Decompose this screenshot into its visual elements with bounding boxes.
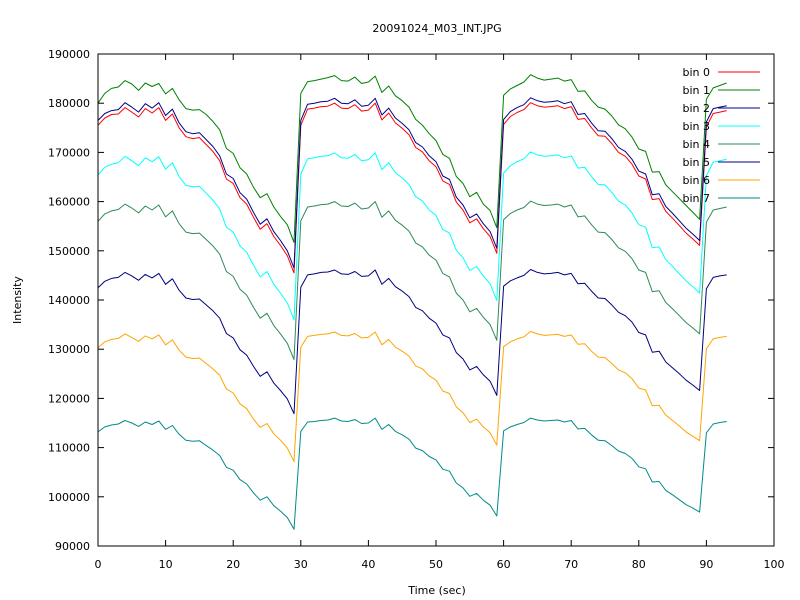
x-tick-label: 0 [95,558,102,571]
y-tick-label: 110000 [48,442,90,455]
legend-label-bin-6: bin 6 [682,174,710,187]
y-tick-label: 150000 [48,245,90,258]
x-tick-label: 80 [632,558,646,571]
series-layer [97,74,727,530]
series-line-bin-2 [97,97,727,269]
ticks-layer: 0 10 20 30 40 50 60 70 80 90 100 90000 100000 110000 1… [48,48,785,571]
series-line-bin-3 [97,151,727,321]
y-axis-label: Intensity [11,276,24,324]
y-tick-label: 100000 [48,491,90,504]
x-tick-label: 70 [564,558,578,571]
x-tick-label: 20 [226,558,240,571]
legend-label-bin-5: bin 5 [682,156,710,169]
legend-label-bin-3: bin 3 [682,120,710,133]
y-tick-label: 90000 [55,540,90,553]
series-line-bin-5 [97,269,727,415]
y-tick-label: 160000 [48,196,90,209]
legend-label-bin-0: bin 0 [682,66,710,79]
legend-label-bin-2: bin 2 [682,102,710,115]
y-tick-label: 190000 [48,48,90,61]
legend-label-bin-1: bin 1 [682,84,710,97]
series-line-bin-0 [97,102,727,274]
series-line-bin-7 [97,417,727,530]
x-tick-label: 10 [159,558,173,571]
legend: bin 0 bin 1 bin 2 bin 3 bin 4 bin 5 bin 6 bin 7 [682,66,760,205]
series-line-bin-4 [97,200,727,360]
y-tick-label: 180000 [48,97,90,110]
series-line-bin-6 [97,331,727,462]
x-tick-label: 50 [429,558,443,571]
x-tick-label: 60 [497,558,511,571]
series-line-bin-1 [97,74,727,243]
x-tick-label: 100 [764,558,785,571]
x-tick-label: 30 [294,558,308,571]
legend-label-bin-4: bin 4 [682,138,710,151]
y-tick-label: 170000 [48,146,90,159]
y-tick-label: 120000 [48,392,90,405]
y-tick-label: 130000 [48,343,90,356]
plot-frame [97,53,775,547]
x-tick-label: 90 [699,558,713,571]
legend-label-bin-7: bin 7 [682,192,710,205]
x-axis-label: Time (sec) [407,584,466,597]
y-tick-label: 140000 [48,294,90,307]
x-tick-label: 40 [361,558,375,571]
chart-title: 20091024_M03_INT.JPG [372,22,501,35]
